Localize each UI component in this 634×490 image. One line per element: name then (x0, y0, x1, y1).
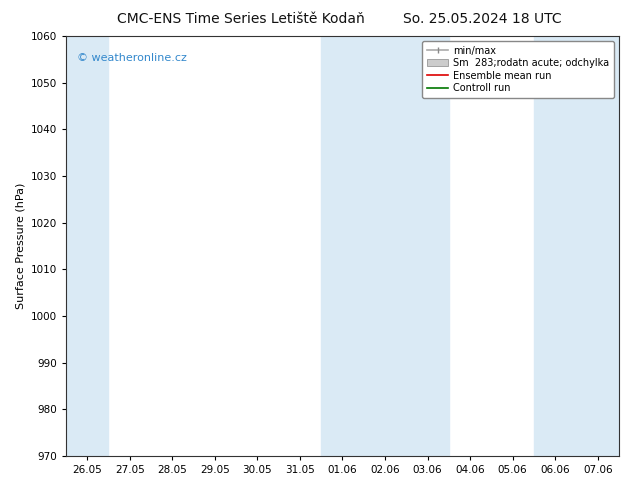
Bar (364, 36, 406, 456)
Text: So. 25.05.2024 18 UTC: So. 25.05.2024 18 UTC (403, 12, 561, 26)
Bar (534, 36, 576, 456)
Text: CMC-ENS Time Series Letiště Kodaň: CMC-ENS Time Series Letiště Kodaň (117, 12, 365, 26)
Bar (576, 36, 619, 456)
Y-axis label: Surface Pressure (hPa): Surface Pressure (hPa) (15, 183, 25, 309)
Bar (66, 36, 108, 456)
Legend: min/max, Sm  283;rodatn acute; odchylka, Ensemble mean run, Controll run: min/max, Sm 283;rodatn acute; odchylka, … (422, 41, 614, 98)
Bar (406, 36, 449, 456)
Bar (321, 36, 364, 456)
Text: © weatheronline.cz: © weatheronline.cz (77, 53, 187, 63)
